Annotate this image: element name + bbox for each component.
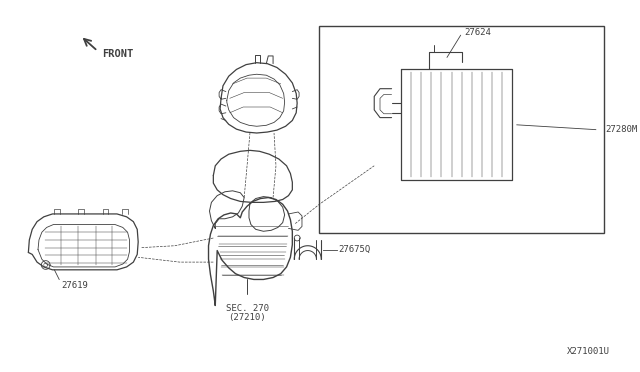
Text: FRONT: FRONT bbox=[102, 49, 134, 59]
Text: 27619: 27619 bbox=[61, 281, 88, 291]
Text: 27675Q: 27675Q bbox=[339, 245, 371, 254]
Text: X271001U: X271001U bbox=[567, 347, 611, 356]
Text: SEC. 270: SEC. 270 bbox=[225, 304, 269, 312]
Bar bbox=[319, 26, 604, 233]
Polygon shape bbox=[42, 261, 50, 269]
Polygon shape bbox=[294, 235, 300, 241]
Text: (27210): (27210) bbox=[228, 313, 266, 322]
Text: 27624: 27624 bbox=[464, 28, 491, 37]
Text: 27280M: 27280M bbox=[605, 125, 637, 134]
